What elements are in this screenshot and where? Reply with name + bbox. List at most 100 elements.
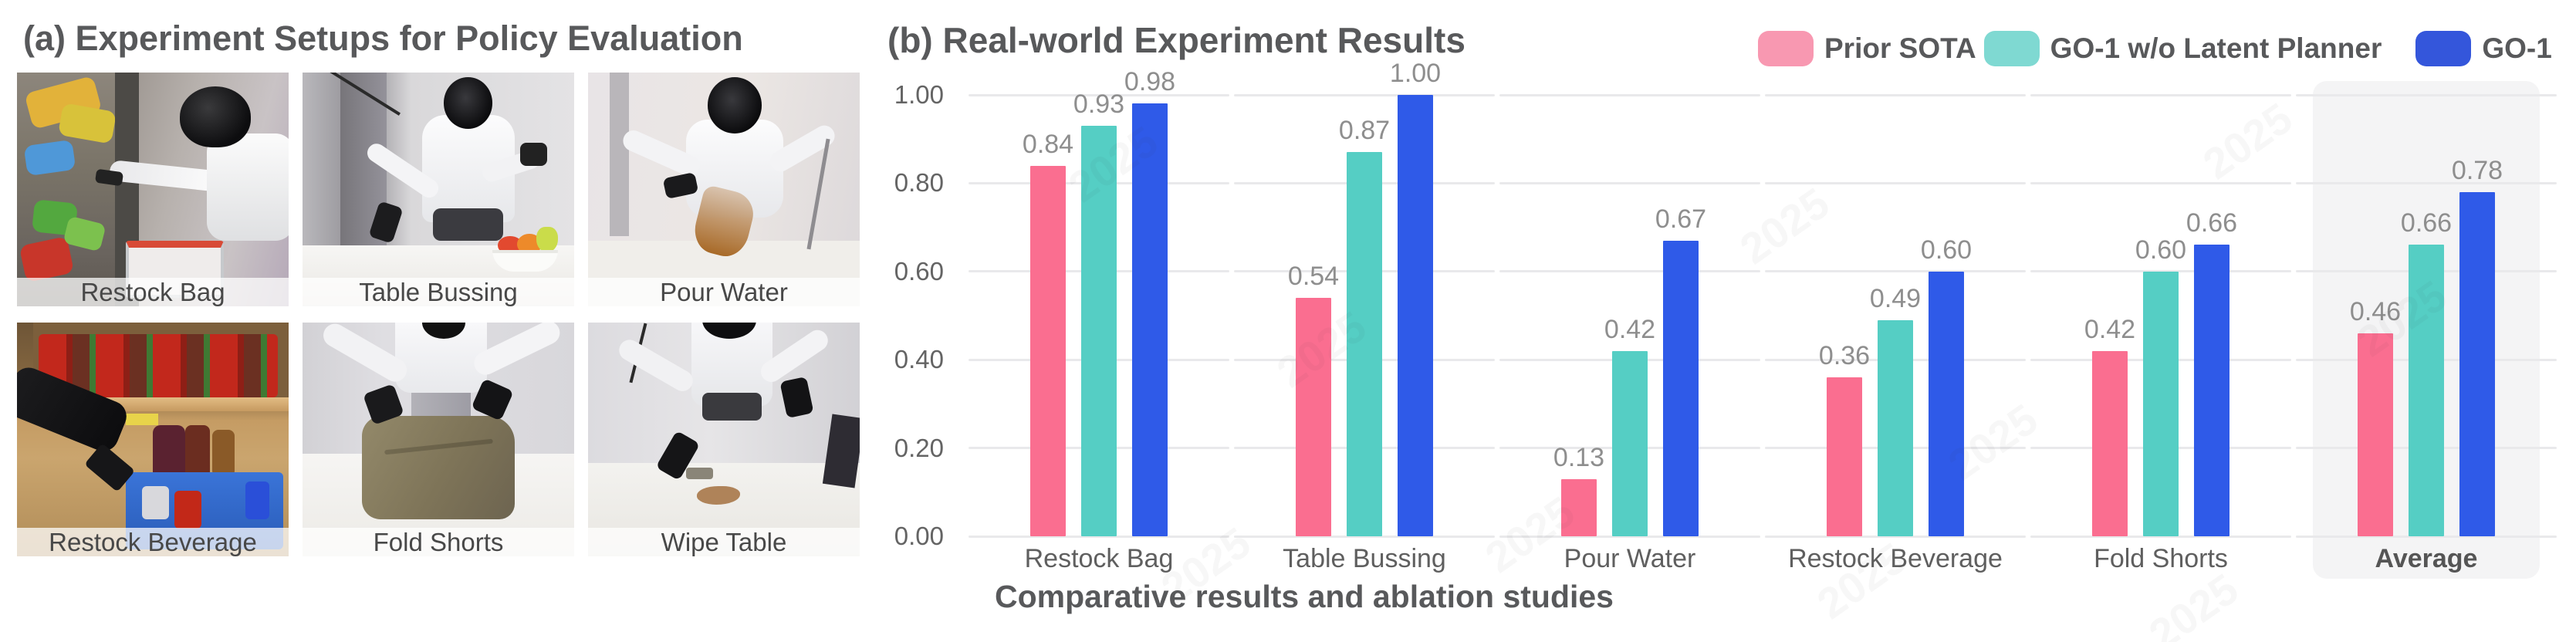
photo-label: Pour Water: [660, 277, 788, 306]
legend-item: Prior SOTA: [1758, 31, 1976, 66]
bar-value-label: 0.42: [2084, 314, 2136, 344]
gridline: [969, 535, 1229, 538]
bar-restock-beverage-go-1: [1929, 271, 1964, 536]
watermark-text: 2025: [1731, 177, 1838, 274]
y-tick-label: 1.00: [894, 80, 944, 109]
photo-shape: [125, 414, 159, 426]
bar-value-label: 0.36: [1818, 341, 1871, 371]
legend-item: GO-1 w/o Latent Planner: [1983, 31, 2382, 66]
bar-value-label: 0.66: [2186, 208, 2238, 238]
gridline: [1765, 535, 2026, 538]
photo-shape: [432, 208, 504, 242]
photo-shape: [536, 226, 558, 253]
photo-label: Restock Bag: [80, 277, 225, 306]
photo-label-strip: Pour Water: [588, 278, 860, 306]
photo-label: Fold Shorts: [373, 527, 504, 556]
x-category-label: Pour Water: [1564, 544, 1696, 573]
x-category-label: Restock Beverage: [1788, 544, 2003, 573]
bar-value-label: 0.42: [1604, 314, 1656, 344]
photo-restock-bag: Restock Bag: [17, 73, 289, 306]
gridline: [2296, 181, 2557, 184]
gridline: [969, 93, 1229, 96]
photo-shape: [185, 425, 210, 477]
gridline: [2030, 181, 2291, 184]
photo-shape: [519, 142, 547, 167]
y-tick-label: 0.60: [894, 256, 944, 286]
bar-restock-bag-go-1-w-o-latent-planner: [1081, 126, 1117, 536]
bar-restock-beverage-prior-sota: [1827, 377, 1862, 536]
y-tick-label: 0.20: [894, 433, 944, 462]
photo-shape: [174, 491, 202, 529]
bar-value-label: 0.60: [1920, 235, 1973, 265]
gridline: [2296, 93, 2557, 96]
photo-shape: [362, 416, 515, 519]
bar-value-label: 0.54: [1287, 262, 1340, 292]
bar-fold-shorts-go-1: [2194, 245, 2229, 536]
photo-shape: [212, 430, 235, 477]
bar-value-label: 0.46: [2349, 296, 2402, 326]
bar-restock-beverage-go-1-w-o-latent-planner: [1878, 319, 1913, 536]
bar-value-label: 0.78: [2451, 155, 2503, 185]
bar-value-label: 0.67: [1655, 204, 1707, 234]
gridline: [1234, 535, 1495, 538]
bar-fold-shorts-go-1-w-o-latent-planner: [2143, 271, 2179, 536]
photo-shape: [701, 392, 762, 421]
panel-a-title: (a) Experiment Setups for Policy Evaluat…: [23, 19, 743, 58]
photo-shape: [685, 467, 713, 479]
photo-shape: [701, 323, 757, 340]
photo-shape: [141, 486, 170, 519]
photo-shape: [444, 77, 493, 129]
bar-value-label: 0.60: [2135, 235, 2187, 265]
bar-value-label: 0.87: [1338, 116, 1391, 146]
bar-value-label: 0.98: [1124, 67, 1176, 97]
watermark-text: 2025: [2194, 93, 2301, 189]
x-category-label: Fold Shorts: [2094, 544, 2228, 573]
bar-value-label: 0.93: [1073, 90, 1125, 120]
photo-shape: [421, 323, 466, 340]
bar-fold-shorts-prior-sota: [2092, 350, 2128, 536]
bar-restock-bag-prior-sota: [1030, 165, 1066, 536]
bar-pour-water-go-1: [1663, 240, 1699, 536]
photo-shape: [610, 73, 629, 237]
photo-shape: [707, 77, 762, 133]
photo-fold-shorts: Fold Shorts: [303, 323, 574, 556]
gridline: [1499, 270, 1760, 273]
gridline: [1765, 181, 2026, 184]
bar-pour-water-go-1-w-o-latent-planner: [1612, 350, 1648, 536]
legend-label: GO-1 w/o Latent Planner: [2050, 32, 2382, 64]
legend-label: Prior SOTA: [1824, 32, 1976, 64]
photo-label-strip: Restock Beverage: [17, 528, 289, 556]
x-category-label: Table Bussing: [1283, 544, 1446, 573]
photo-pour-water: Pour Water: [588, 73, 860, 306]
bar-value-label: 0.13: [1553, 442, 1605, 472]
photo-shape: [207, 133, 289, 242]
legend-swatch: [2415, 31, 2472, 66]
y-tick-label: 0.40: [894, 345, 944, 374]
watermark-text: 2025: [2140, 563, 2247, 642]
photo-label: Wipe Table: [661, 527, 787, 556]
legend-item: GO-1: [2415, 31, 2552, 66]
gridline: [2030, 93, 2291, 96]
bar-restock-bag-go-1: [1132, 103, 1168, 536]
photo-label-strip: Wipe Table: [588, 528, 860, 556]
photo-label: Restock Beverage: [49, 527, 257, 556]
x-category-label: Average: [2375, 544, 2478, 573]
photo-label-strip: Restock Bag: [17, 278, 289, 306]
photo-wipe-table: Wipe Table: [588, 323, 860, 556]
photo-shape: [245, 482, 270, 519]
legend-swatch: [1983, 31, 2040, 66]
gridline: [1765, 270, 2026, 273]
x-category-label: Restock Bag: [1024, 544, 1174, 573]
bar-table-bussing-go-1: [1398, 95, 1433, 536]
photo-table-bussing: Table Bussing: [303, 73, 574, 306]
photo-label-strip: Fold Shorts: [303, 528, 574, 556]
y-tick-label: 0.00: [894, 522, 944, 550]
bar-pour-water-prior-sota: [1561, 478, 1597, 536]
bar-value-label: 0.49: [1869, 283, 1922, 313]
chart-legend: Prior SOTA GO-1 w/o Latent Planner GO-1: [1758, 31, 2552, 66]
bar-table-bussing-prior-sota: [1296, 298, 1331, 536]
gridline: [1765, 93, 2026, 96]
legend-swatch: [1758, 31, 1814, 66]
gridline: [1499, 181, 1760, 184]
